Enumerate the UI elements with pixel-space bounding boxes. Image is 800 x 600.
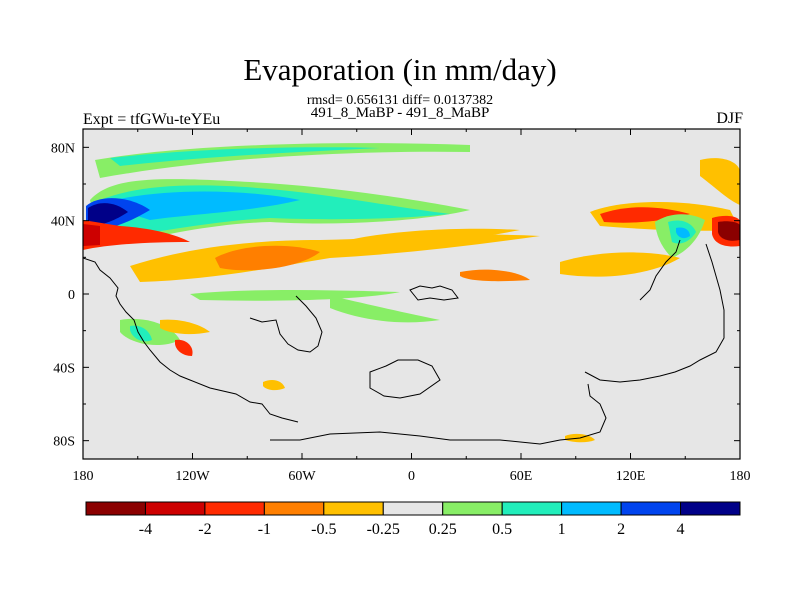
coastline-pacific-islands (639, 239, 681, 301)
map-background (83, 129, 740, 459)
contour-region-southern-low (263, 380, 285, 391)
colorbar-swatch (85, 501, 146, 516)
contour-region-southpac-neg (160, 319, 210, 335)
colorbar-label: -0.5 (311, 521, 336, 538)
colorbar-swatch (263, 501, 325, 516)
colorbar-swatch (144, 501, 206, 516)
colorbar-swatch (561, 501, 622, 516)
colorbar-swatch (204, 501, 265, 516)
y-tick-label: 40N (51, 215, 75, 230)
contour-field (83, 143, 740, 443)
contour-region-dateline-pos (700, 158, 740, 205)
colorbar-label: 1 (558, 521, 566, 538)
contour-region-nwpac-neg (83, 220, 190, 250)
y-tick-label: 40S (53, 361, 75, 376)
colorbar-swatch (680, 501, 741, 516)
colorbar-label: -1 (258, 521, 271, 538)
colorbar-label: 2 (617, 521, 625, 538)
chart-subtitle: rmsd= 0.656131 diff= 0.0137382 (306, 93, 494, 108)
y-tick-label: 80N (51, 141, 75, 156)
y-tick-label: 80S (53, 435, 75, 450)
contour-region-nwpac-neg-core (83, 224, 100, 246)
colorbar: -4 -2 -1 -0.5 -0.25 0.25 0.5 1 2 4 (85, 501, 741, 538)
contour-region-equatorial-pos (190, 290, 400, 301)
contour-region-highlat-core (110, 147, 380, 166)
colorbar-swatch (501, 501, 563, 516)
experiment-label: Expt = tfGWu-teYEu (83, 111, 221, 128)
colorbar-label: -2 (198, 521, 211, 538)
y-tick-label: 0 (68, 288, 75, 303)
contour-region-africa-neg (460, 269, 530, 282)
x-tick-label: 60W (288, 469, 316, 484)
contour-region-atlantic-neg (340, 228, 520, 252)
contour-region-equatorial-east (330, 296, 440, 323)
x-tick-label: 180 (730, 469, 751, 484)
center-label: 491_8_MaBP - 491_8_MaBP (310, 105, 490, 121)
colorbar-label: 0.25 (429, 521, 457, 538)
contour-region-subtropical-core (215, 245, 320, 271)
contour-region-subtropical-east (560, 252, 680, 277)
coastline-americas-2 (249, 295, 323, 353)
contour-region-subtropical-neg (130, 234, 540, 282)
x-tick-label: 120W (175, 469, 210, 484)
x-tick-label: 180 (73, 469, 94, 484)
season-label: DJF (716, 110, 743, 127)
colorbar-label: 0.5 (492, 521, 512, 538)
coastline-antarctica (270, 383, 607, 445)
x-tick-label: 0 (408, 469, 415, 484)
x-axis: 180 120W 60W 0 60E 120E 180 (73, 129, 751, 484)
colorbar-label: -0.25 (367, 521, 400, 538)
coastlines (83, 239, 725, 445)
coastline-africa (409, 285, 459, 301)
contour-region-southpac-pos (120, 318, 180, 346)
x-tick-label: 60E (510, 469, 533, 484)
colorbar-label: -4 (139, 521, 152, 538)
contour-region-stormtrack-strong (100, 191, 300, 220)
colorbar-swatch (620, 501, 682, 516)
colorbar-swatch (382, 501, 444, 516)
x-tick-label: 120E (616, 469, 646, 484)
contour-region-southpac-red (175, 339, 193, 356)
coastline-south-atlantic (369, 359, 441, 399)
colorbar-swatch (323, 501, 384, 516)
contour-region-kuroshio-blue (676, 227, 690, 239)
colorbar-swatch (442, 501, 503, 516)
coastline-americas (83, 257, 299, 423)
contour-region-southpac-cyan (130, 325, 152, 342)
contour-region-pacific-core (88, 203, 128, 226)
contour-region-dateline-core (718, 221, 740, 241)
coastline-australia (584, 243, 725, 383)
chart-title: Evaporation (in mm/day) (243, 52, 557, 87)
colorbar-label: 4 (677, 521, 685, 538)
y-axis: 80N 40N 0 40S 80S (51, 141, 740, 450)
